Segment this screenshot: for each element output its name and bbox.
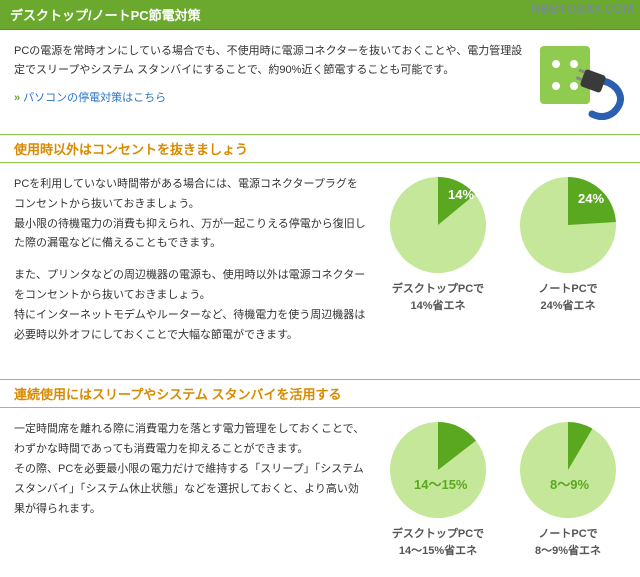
section-text: PCを利用していない時間帯がある場合には、電源コネクタープラグをコンセントから抜… (14, 175, 368, 357)
pie-slice-label: 14～15% (414, 474, 467, 493)
section-paragraph: 一定時間席を離れる際に消費電力を落とす電力管理をしておくことで、わずかな時間であ… (14, 420, 368, 519)
section-body: PCを利用していない時間帯がある場合には、電源コネクタープラグをコンセントから抜… (0, 163, 640, 375)
section-paragraph: また、プリンタなどの周辺機器の電源も、使用時以外は電源コネクターをコンセントから… (14, 266, 368, 345)
pie-slice-label: 24% (578, 191, 604, 206)
intro-block: PCの電源を常時オンにしている場合でも、不使用時に電源コネクターを抜いておくこと… (0, 30, 640, 130)
intro-paragraph: PCの電源を常時オンにしている場合でも、不使用時に電源コネクターを抜いておくこと… (14, 42, 526, 79)
chart-caption: デスクトップPCで14%省エネ (376, 281, 500, 314)
chevron-right-icon: » (14, 92, 20, 104)
watermark: RBBTODAY.COM (531, 2, 634, 16)
chart-caption: デスクトップPCで14～15%省エネ (376, 526, 500, 559)
pie-chart: 24% (518, 175, 618, 275)
intro-link-label: パソコンの停電対策はこちら (23, 92, 166, 104)
section-heading: 連続使用にはスリープやシステム スタンバイを活用する (0, 379, 640, 408)
pie-slice-label: 8～9% (550, 474, 589, 493)
section-heading: 使用時以外はコンセントを抜きましょう (0, 134, 640, 163)
pie-chart: 14～15% (388, 420, 488, 520)
charts-wrap: 14% デスクトップPCで14%省エネ 24% ノートPCで24%省エネ (376, 175, 630, 357)
chart-caption: ノートPCで24%省エネ (506, 281, 630, 314)
charts-wrap: 14～15% デスクトップPCで14～15%省エネ 8～9% ノートPCで8～9%省… (376, 420, 630, 559)
section-text: 一定時間席を離れる際に消費電力を落とす電力管理をしておくことで、わずかな時間であ… (14, 420, 368, 559)
pie-chart: 14% (388, 175, 488, 275)
chart-column: 24% ノートPCで24%省エネ (506, 175, 630, 357)
chart-column: 14% デスクトップPCで14%省エネ (376, 175, 500, 357)
chart-column: 14～15% デスクトップPCで14～15%省エネ (376, 420, 500, 559)
power-plug-illustration (536, 42, 626, 120)
intro-link[interactable]: »パソコンの停電対策はこちら (14, 92, 166, 104)
pie-chart: 8～9% (518, 420, 618, 520)
pie-slice-label: 14% (448, 187, 474, 202)
section-paragraph: PCを利用していない時間帯がある場合には、電源コネクタープラグをコンセントから抜… (14, 175, 368, 254)
chart-caption: ノートPCで8～9%省エネ (506, 526, 630, 559)
section-body: 一定時間席を離れる際に消費電力を落とす電力管理をしておくことで、わずかな時間であ… (0, 408, 640, 577)
page-title: デスクトップ/ノートPC節電対策 (10, 8, 201, 23)
intro-text: PCの電源を常時オンにしている場合でも、不使用時に電源コネクターを抜いておくこと… (14, 42, 526, 108)
chart-column: 8～9% ノートPCで8～9%省エネ (506, 420, 630, 559)
